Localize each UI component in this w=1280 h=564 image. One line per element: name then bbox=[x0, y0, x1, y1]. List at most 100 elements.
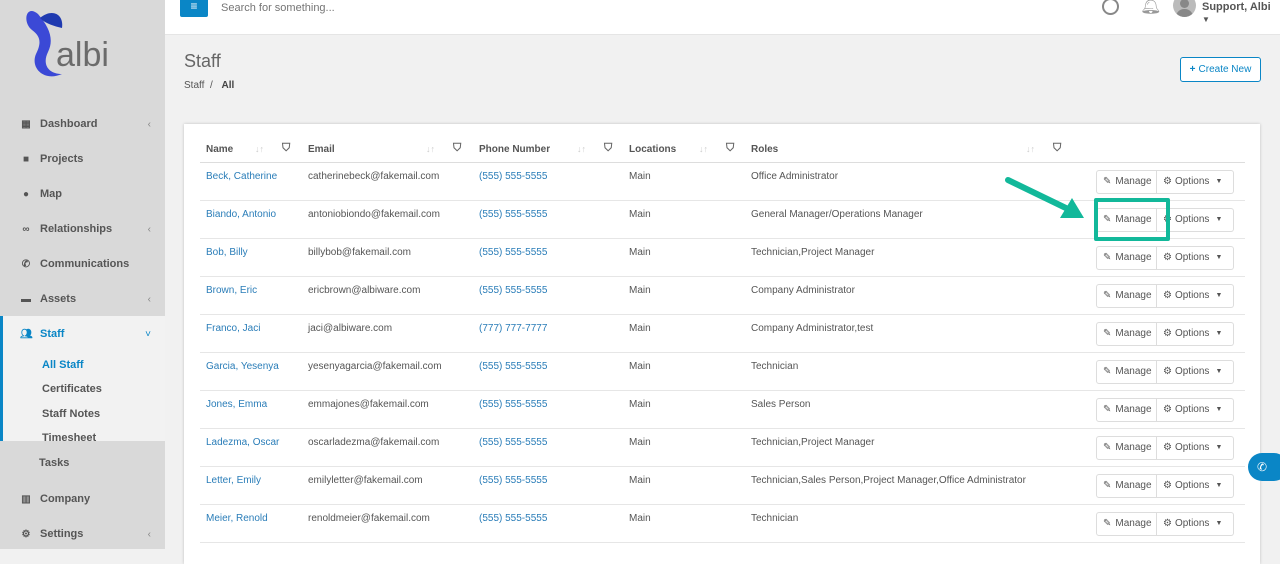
staff-phone-link[interactable]: (555) 555-5555 bbox=[473, 504, 623, 543]
staff-phone-link[interactable]: (555) 555-5555 bbox=[473, 428, 623, 467]
column-header-email[interactable]: Email ↓↑ ⛉ bbox=[302, 137, 473, 163]
sidebar-item-staff[interactable]: 👥︎ Staff ˅ bbox=[0, 319, 165, 349]
manage-button[interactable]: ✎ Manage bbox=[1096, 207, 1157, 232]
clock-icon[interactable] bbox=[1102, 0, 1119, 15]
user-menu[interactable]: Support, Albi ▼ bbox=[1202, 1, 1280, 25]
filter-icon[interactable]: ⛉ bbox=[282, 142, 291, 154]
staff-name-link[interactable]: Jones, Emma bbox=[200, 390, 302, 429]
call-button[interactable]: ✆ bbox=[1248, 453, 1280, 481]
options-dropdown-button[interactable]: ⚙ Options ▼ bbox=[1157, 283, 1234, 308]
column-label: Name bbox=[206, 143, 234, 155]
table-row: Bob, Billy billybob@fakemail.com (555) 5… bbox=[200, 238, 1245, 277]
caret-down-icon: ▼ bbox=[1215, 482, 1223, 489]
manage-button[interactable]: ✎ Manage bbox=[1096, 473, 1157, 498]
manage-button[interactable]: ✎ Manage bbox=[1096, 321, 1157, 346]
staff-name-link[interactable]: Bob, Billy bbox=[200, 238, 302, 277]
staff-roles: General Manager/Operations Manager bbox=[745, 200, 1095, 239]
manage-button[interactable]: ✎ Manage bbox=[1096, 245, 1157, 270]
sidebar-item-relationships[interactable]: ∞ Relationships ‹ bbox=[0, 214, 165, 244]
manage-button[interactable]: ✎ Manage bbox=[1096, 397, 1157, 422]
options-dropdown-button[interactable]: ⚙ Options ▼ bbox=[1157, 321, 1234, 346]
sidebar-subitem-certificates[interactable]: Certificates bbox=[42, 383, 102, 395]
column-header-name[interactable]: Name ↓↑ ⛉ bbox=[200, 137, 302, 163]
options-dropdown-button[interactable]: ⚙ Options ▼ bbox=[1157, 397, 1234, 422]
gear-icon: ⚙ bbox=[1163, 480, 1172, 491]
manage-button[interactable]: ✎ Manage bbox=[1096, 359, 1157, 384]
filter-icon[interactable]: ⛉ bbox=[1053, 142, 1062, 154]
sidebar-subitem-timesheet[interactable]: Timesheet bbox=[42, 432, 97, 444]
gear-icon: ⚙ bbox=[1163, 252, 1172, 263]
gear-icon: ⚙ bbox=[1163, 366, 1172, 377]
filter-icon[interactable]: ⛉ bbox=[604, 142, 613, 154]
chevron-left-icon: ‹ bbox=[147, 528, 151, 540]
filter-icon[interactable]: ⛉ bbox=[453, 142, 462, 154]
sidebar-item-map[interactable]: ● Map bbox=[0, 179, 165, 209]
sort-icon[interactable]: ↓↑ bbox=[255, 144, 264, 154]
sidebar-item-projects[interactable]: ■ Projects bbox=[0, 144, 165, 174]
options-dropdown-button[interactable]: ⚙ Options ▼ bbox=[1157, 169, 1234, 194]
dashboard-icon: ▦ bbox=[21, 118, 31, 130]
staff-name-link[interactable]: Ladezma, Oscar bbox=[200, 428, 302, 467]
search-input[interactable] bbox=[221, 2, 521, 14]
options-label: Options bbox=[1174, 328, 1210, 339]
staff-phone-link[interactable]: (555) 555-5555 bbox=[473, 390, 623, 429]
staff-name-link[interactable]: Letter, Emily bbox=[200, 466, 302, 505]
staff-name-link[interactable]: Franco, Jaci bbox=[200, 314, 302, 353]
sidebar-item-settings[interactable]: ⚙ Settings ‹ bbox=[0, 519, 165, 549]
sort-icon[interactable]: ↓↑ bbox=[699, 144, 708, 154]
staff-name-link[interactable]: Meier, Renold bbox=[200, 504, 302, 543]
chevron-left-icon: ‹ bbox=[147, 293, 151, 305]
staff-name-link[interactable]: Garcia, Yesenya bbox=[200, 352, 302, 391]
albi-logo[interactable]: albi bbox=[18, 2, 128, 80]
sort-icon[interactable]: ↓↑ bbox=[426, 144, 435, 154]
staff-phone-link[interactable]: (555) 555-5555 bbox=[473, 276, 623, 315]
sort-icon[interactable]: ↓↑ bbox=[577, 144, 586, 154]
bell-icon[interactable]: 🔔︎ bbox=[1140, 0, 1162, 15]
options-dropdown-button[interactable]: ⚙ Options ▼ bbox=[1157, 245, 1234, 270]
manage-button[interactable]: ✎ Manage bbox=[1096, 511, 1157, 536]
gear-icon: ⚙ bbox=[1163, 328, 1172, 339]
staff-phone-link[interactable]: (555) 555-5555 bbox=[473, 352, 623, 391]
options-label: Options bbox=[1174, 290, 1210, 301]
sidebar-subitem-all-staff[interactable]: All Staff bbox=[42, 359, 84, 371]
staff-phone-link[interactable]: (777) 777-7777 bbox=[473, 314, 623, 353]
column-label: Email bbox=[308, 143, 335, 155]
options-label: Options bbox=[1174, 366, 1210, 377]
sidebar-subitem-staff-notes[interactable]: Staff Notes bbox=[42, 408, 101, 420]
manage-button[interactable]: ✎ Manage bbox=[1096, 435, 1157, 460]
row-actions: ✎ Manage ⚙ Options ▼ bbox=[1095, 390, 1245, 429]
column-header-roles[interactable]: Roles ↓↑ ⛉ bbox=[745, 137, 1095, 163]
staff-phone-link[interactable]: (555) 555-5555 bbox=[473, 238, 623, 277]
staff-location: Main bbox=[623, 238, 745, 277]
sidebar-item-label: Settings bbox=[40, 528, 84, 540]
options-dropdown-button[interactable]: ⚙ Options ▼ bbox=[1157, 435, 1234, 460]
options-dropdown-button[interactable]: ⚙ Options ▼ bbox=[1157, 511, 1234, 536]
manage-button[interactable]: ✎ Manage bbox=[1096, 169, 1157, 194]
staff-phone-link[interactable]: (555) 555-5555 bbox=[473, 162, 623, 201]
sidebar-subitem-tasks[interactable]: Tasks bbox=[39, 457, 70, 469]
staff-roles: Company Administrator,test bbox=[745, 314, 1095, 353]
menu-toggle-button[interactable]: ≡ bbox=[180, 0, 208, 17]
staff-name-link[interactable]: Beck, Catherine bbox=[200, 162, 302, 201]
create-new-button[interactable]: + Create New bbox=[1180, 57, 1261, 82]
column-header-phone-number[interactable]: Phone Number ↓↑ ⛉ bbox=[473, 137, 623, 163]
avatar[interactable] bbox=[1173, 0, 1196, 17]
staff-name-link[interactable]: Brown, Eric bbox=[200, 276, 302, 315]
manage-button[interactable]: ✎ Manage bbox=[1096, 283, 1157, 308]
chevron-left-icon: ‹ bbox=[147, 223, 151, 235]
sidebar-item-dashboard[interactable]: ▦ Dashboard ‹ bbox=[0, 109, 165, 139]
options-dropdown-button[interactable]: ⚙ Options ▼ bbox=[1157, 359, 1234, 384]
table-row: Meier, Renold renoldmeier@fakemail.com (… bbox=[200, 504, 1245, 543]
sidebar-item-assets[interactable]: ▬ Assets ‹ bbox=[0, 284, 165, 314]
staff-phone-link[interactable]: (555) 555-5555 bbox=[473, 200, 623, 239]
breadcrumb-staff[interactable]: Staff bbox=[184, 80, 205, 91]
sidebar-item-communications[interactable]: ✆ Communications bbox=[0, 249, 165, 279]
staff-phone-link[interactable]: (555) 555-5555 bbox=[473, 466, 623, 505]
staff-roles: Sales Person bbox=[745, 390, 1095, 429]
sort-icon[interactable]: ↓↑ bbox=[1026, 144, 1035, 154]
filter-icon[interactable]: ⛉ bbox=[726, 142, 735, 154]
options-dropdown-button[interactable]: ⚙ Options ▼ bbox=[1157, 473, 1234, 498]
column-header-locations[interactable]: Locations ↓↑ ⛉ bbox=[623, 137, 745, 163]
sidebar-item-company[interactable]: ▥ Company bbox=[0, 484, 165, 514]
staff-name-link[interactable]: Biando, Antonio bbox=[200, 200, 302, 239]
